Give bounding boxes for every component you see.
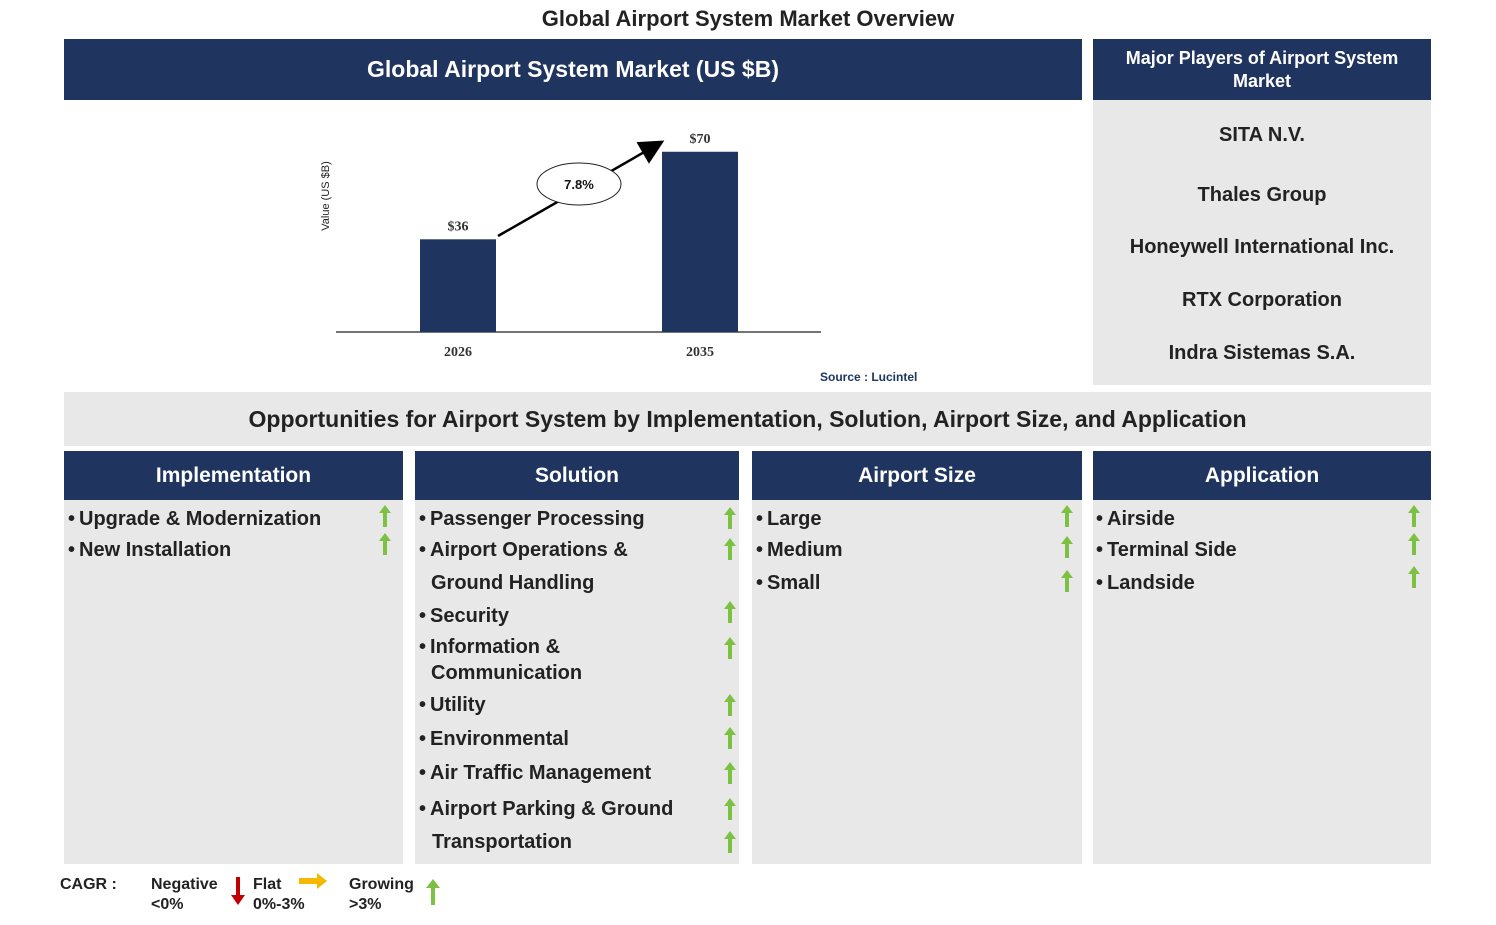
growing-arrow-icon: [724, 762, 736, 784]
page-title: Global Airport System Market Overview: [541, 6, 955, 31]
list-item-continuation: Communication: [431, 662, 583, 684]
growing-arrow-icon: [1408, 505, 1420, 527]
growing-arrow-icon: [724, 798, 736, 820]
list-item: • Utility: [419, 694, 486, 716]
growing-arrow-icon: [1061, 536, 1073, 558]
list-item: • Upgrade & Modernization: [68, 508, 322, 530]
chart-header: Global Airport System Market (US $B): [64, 39, 1082, 100]
list-item: • Airside: [1096, 508, 1175, 530]
value-label: $36: [448, 219, 469, 234]
growing-arrow-icon: [1408, 566, 1420, 588]
column-body-solution: • Passenger Processing • Airport Operation…: [415, 500, 739, 864]
source-note: Source : Lucintel: [820, 370, 918, 384]
growing-arrow-icon: [724, 601, 736, 623]
negative-arrow-icon: [231, 877, 245, 905]
x-tick-label: 2035: [686, 345, 714, 360]
growing-arrow-icon: [724, 637, 736, 659]
cagr-bubble: [536, 162, 622, 206]
x-tick-label: 2026: [444, 345, 472, 360]
cagr-label: 7.8%: [564, 177, 594, 192]
growing-arrow-icon: [724, 507, 736, 529]
growing-arrow-icon: [724, 538, 736, 560]
player-item: Indra Sistemas S.A.: [1168, 342, 1356, 364]
list-item-continuation: Ground Handling: [431, 572, 595, 594]
bar-2035: [662, 151, 738, 332]
column-body-implementation: • Upgrade & Modernization • New Installati…: [64, 500, 403, 864]
list-item: • Terminal Side: [1096, 539, 1237, 561]
players-panel: SITA N.V. Thales Group Honeywell Interna…: [1093, 100, 1431, 385]
list-item: • Small: [756, 572, 821, 594]
players-header: Major Players of Airport System Market: [1093, 39, 1431, 100]
growing-arrow-icon: [1061, 570, 1073, 592]
list-item-continuation: Transportation: [432, 831, 573, 853]
list-item: • Security: [419, 605, 509, 627]
growing-arrow-icon: [379, 533, 391, 555]
list-item: • Passenger Processing: [419, 508, 645, 530]
column-header-implementation: Implementation: [64, 451, 403, 500]
growing-arrow-icon: [379, 505, 391, 527]
growing-arrow-icon: [1408, 533, 1420, 555]
growing-arrow-icon: [724, 727, 736, 749]
legend-flat: Flat 0%-3%: [253, 876, 305, 913]
list-item: • Information &: [419, 636, 561, 658]
player-item: SITA N.V.: [1219, 124, 1305, 146]
flat-arrow-icon: [299, 873, 327, 889]
player-item: RTX Corporation: [1182, 289, 1342, 311]
market-bar-chart: Value (US $B) $36 2026 $70 2035 7.8%: [320, 132, 821, 360]
list-item: • Landside: [1096, 572, 1195, 594]
list-item: • New Installation: [68, 539, 232, 561]
player-item: Honeywell International Inc.: [1129, 236, 1395, 258]
value-label: $70: [690, 132, 711, 147]
list-item: • Medium: [756, 539, 843, 561]
bar-2026: [420, 239, 496, 332]
legend-negative: Negative <0%: [151, 876, 218, 913]
list-item: • Large: [756, 508, 822, 530]
growing-arrow-icon: [426, 879, 440, 905]
player-item: Thales Group: [1197, 184, 1327, 206]
list-item: • Air Traffic Management: [419, 762, 652, 784]
column-body-airport-size: • Large • Medium • Small: [752, 500, 1082, 864]
column-body-application: • Airside • Terminal Side • Landside: [1093, 500, 1431, 864]
growing-arrow-icon: [724, 831, 736, 853]
legend-cagr-label: CAGR :: [60, 876, 117, 893]
growing-arrow-icon: [724, 694, 736, 716]
list-item: • Environmental: [419, 728, 569, 750]
list-item: • Airport Operations &: [419, 539, 628, 561]
column-header-airport-size: Airport Size: [752, 451, 1082, 500]
list-item: • Airport Parking & Ground: [419, 798, 674, 820]
y-axis-label: Value (US $B): [320, 161, 332, 231]
column-header-application: Application: [1093, 451, 1431, 500]
opportunities-title: Opportunities for Airport System by Impl…: [64, 392, 1431, 446]
column-header-solution: Solution: [415, 451, 739, 500]
legend-growing: Growing >3%: [349, 876, 414, 913]
growing-arrow-icon: [1061, 505, 1073, 527]
